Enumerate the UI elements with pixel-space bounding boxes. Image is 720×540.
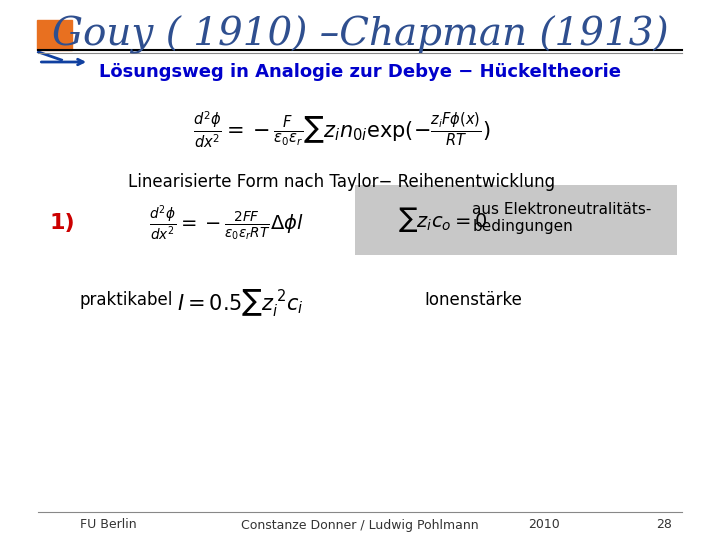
Text: aus Elektroneutralitäts-
bedingungen: aus Elektroneutralitäts- bedingungen xyxy=(472,202,652,234)
FancyBboxPatch shape xyxy=(356,185,677,255)
Text: 1): 1) xyxy=(50,213,75,233)
Text: Constanze Donner / Ludwig Pohlmann: Constanze Donner / Ludwig Pohlmann xyxy=(241,518,479,531)
Text: Lösungsweg in Analogie zur Debye − Hückeltheorie: Lösungsweg in Analogie zur Debye − Hücke… xyxy=(99,63,621,81)
Text: praktikabel: praktikabel xyxy=(80,291,174,309)
Text: Gouy ( 1910) –Chapman (1913): Gouy ( 1910) –Chapman (1913) xyxy=(52,16,668,54)
Text: $\sum z_i c_o = 0$: $\sum z_i c_o = 0$ xyxy=(398,206,487,234)
Text: Ionenstärke: Ionenstärke xyxy=(424,291,522,309)
Text: 28: 28 xyxy=(657,518,672,531)
Text: 2010: 2010 xyxy=(528,518,559,531)
Text: $\frac{d^2\phi}{dx^2} = -\frac{F}{\varepsilon_0\varepsilon_r}\sum z_i n_{0i} \ex: $\frac{d^2\phi}{dx^2} = -\frac{F}{\varep… xyxy=(193,110,490,151)
Text: $I = 0.5\sum z_i^{\,2} c_i$: $I = 0.5\sum z_i^{\,2} c_i$ xyxy=(177,287,304,318)
Text: $\frac{d^2\phi}{dx^2} = -\frac{2FF}{\varepsilon_0\varepsilon_r RT}\Delta\phi l$: $\frac{d^2\phi}{dx^2} = -\frac{2FF}{\var… xyxy=(150,203,304,243)
Text: Linearisierte Form nach Taylor− Reihenentwicklung: Linearisierte Form nach Taylor− Reihenen… xyxy=(128,173,555,191)
Text: FU Berlin: FU Berlin xyxy=(80,518,137,531)
FancyBboxPatch shape xyxy=(37,20,71,50)
